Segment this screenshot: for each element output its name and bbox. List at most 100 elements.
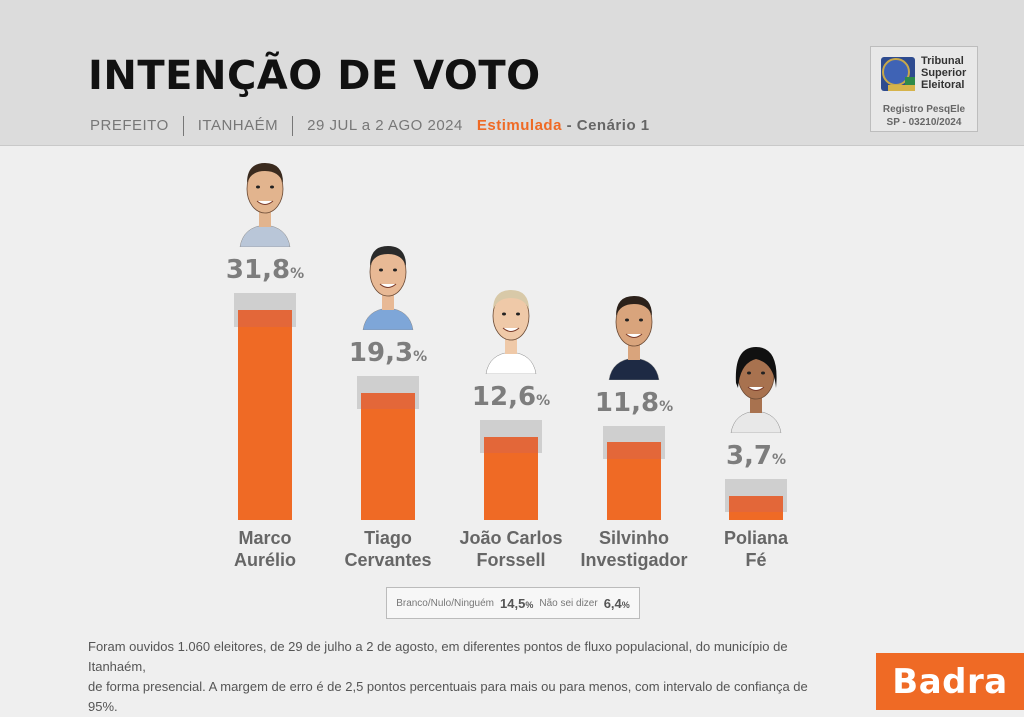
portrait-part (502, 327, 520, 333)
data-label-unit: % (290, 266, 305, 283)
portrait-part (516, 312, 520, 316)
portrait-part (761, 371, 765, 375)
registry-line: Registro PesqEle (882, 104, 966, 115)
candidate-portrait-icon (362, 246, 414, 331)
scenario-label: - Cenário 1 (566, 116, 650, 134)
category-label-line: Silvinho (598, 528, 669, 548)
portrait-part (639, 318, 643, 322)
category-label: Marco Aurélio (195, 527, 335, 571)
survey-subtitle: PREFEITO ITANHAÉM 29 JUL a 2 AGO 2024 Esti… (90, 116, 650, 136)
data-label-unit: % (772, 452, 787, 469)
bar (361, 392, 415, 520)
data-label: 31,8% (215, 255, 315, 285)
data-label-value: 3,7 (725, 441, 773, 472)
category-label-line: Marco (238, 528, 292, 548)
data-label: 3,7% (706, 441, 806, 471)
candidate-portrait-icon (730, 347, 782, 434)
bar-margin-overlap (607, 442, 661, 459)
data-label: 11,8% (584, 388, 684, 418)
data-label-value: 11,8 (594, 387, 660, 418)
registry-number: Registro PesqEle SP - 03210/2024 (871, 103, 977, 129)
unit-label: % (525, 599, 534, 610)
category-label-line: Poliana (723, 528, 789, 548)
tse-name: Tribunal Superior Eleitoral (921, 55, 966, 91)
category-label-line: João Carlos (459, 528, 563, 548)
portrait-part (502, 312, 506, 316)
portrait-part (730, 410, 782, 434)
bar (238, 310, 292, 520)
data-label-value: 31,8 (225, 255, 291, 286)
portrait-part (747, 371, 751, 375)
tse-registry-badge: Tribunal Superior Eleitoral Registro Pes… (870, 46, 978, 132)
tse-name-line: Superior (921, 67, 967, 79)
data-label-unit: % (659, 398, 674, 415)
tse-name-line: Tribunal (921, 55, 964, 67)
data-label-unit: % (413, 349, 428, 366)
category-label-line: Tiago (364, 528, 412, 548)
portrait-part (735, 347, 777, 389)
separator (292, 116, 294, 136)
tse-emblem-icon (881, 57, 915, 91)
data-label: 19,3% (338, 338, 438, 368)
portrait-part (379, 283, 397, 289)
dont-know-value: 6,4% (604, 596, 630, 611)
category-label-line: Fé (745, 550, 767, 570)
portrait-part (750, 395, 762, 414)
city-label: ITANHAÉM (197, 116, 279, 134)
vote-intention-chart: 31,8% Marco Aurélio 19,3% Tiago Cervantes 12,6… (195, 163, 826, 571)
portrait-part (747, 386, 765, 392)
registry-line: SP - 03210/2024 (886, 117, 962, 128)
dates-label: 29 JUL a 2 AGO 2024 (307, 116, 463, 134)
bar-margin-overlap (484, 436, 538, 454)
category-label: Silvinho Investigador (564, 527, 704, 571)
bar-margin-overlap (729, 495, 783, 513)
dont-know-number: 6,4 (603, 595, 622, 611)
brand-logo: Badra (876, 653, 1024, 710)
category-label: João Carlos Forssell (441, 527, 581, 571)
portrait-part (616, 295, 652, 316)
bar-margin-overlap (238, 310, 292, 327)
candidate-portrait-icon (485, 290, 537, 375)
tse-name-line: Eleitoral (921, 79, 965, 91)
portrait-part (485, 352, 537, 375)
portrait-part (362, 307, 414, 331)
portrait-part (625, 318, 629, 322)
portrait-part (505, 336, 517, 355)
category-label-line: Aurélio (233, 550, 296, 570)
portrait-part (256, 185, 260, 189)
page-title: INTENÇÃO DE VOTO (88, 53, 541, 99)
category-label: Tiago Cervantes (318, 527, 458, 571)
blank-null-label: Branco/Nulo/Ninguém (396, 597, 495, 609)
portrait-part (379, 268, 383, 272)
candidate-portrait-icon (608, 295, 660, 380)
blank-null-number: 14,5 (500, 595, 526, 611)
unit-label: % (621, 599, 630, 610)
data-label: 12,6% (461, 382, 561, 412)
header: INTENÇÃO DE VOTO PREFEITO ITANHAÉM 29 JUL … (0, 0, 1024, 146)
portrait-part (382, 292, 394, 311)
blank-null-value: 14,5% (500, 596, 533, 611)
bar-margin-overlap (361, 392, 415, 410)
office-label: PREFEITO (90, 116, 169, 134)
portrait-part (625, 333, 643, 338)
portrait-part (370, 246, 406, 267)
portrait-part (628, 341, 640, 360)
portrait-part (239, 225, 291, 248)
category-label: Poliana Fé (686, 527, 826, 571)
poll-type-label: Estimulada (476, 116, 562, 134)
others-legend: Branco/Nulo/Ninguém 14,5% Não sei dizer … (386, 587, 640, 619)
category-label-line: Cervantes (344, 550, 432, 570)
separator (182, 116, 184, 136)
portrait-part (270, 185, 274, 189)
category-label-line: Investigador (580, 550, 688, 570)
category-label-line: Forssell (476, 550, 546, 570)
portrait-part (393, 268, 397, 272)
dont-know-label: Não sei dizer (539, 597, 598, 609)
portrait-part (493, 290, 529, 311)
data-label-value: 19,3 (348, 338, 414, 369)
note-line: de forma presencial. A margem de erro é … (88, 679, 808, 714)
data-label-value: 12,6 (471, 382, 537, 413)
methodology-note: Foram ouvidos 1.060 eleitores, de 29 de … (88, 637, 808, 717)
portrait-part (259, 209, 271, 228)
data-label-unit: % (536, 393, 551, 410)
